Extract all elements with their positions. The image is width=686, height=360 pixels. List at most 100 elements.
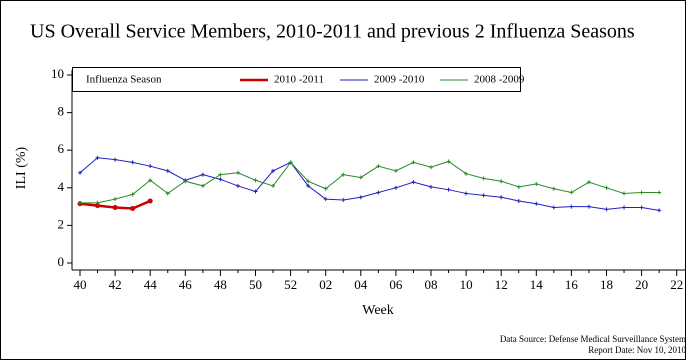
- marker: [147, 198, 153, 204]
- legend-label: 2008 -2009: [474, 74, 525, 86]
- marker: [393, 168, 398, 173]
- legend-label: 2009 -2010: [374, 74, 425, 86]
- marker: [481, 193, 486, 198]
- x-tick-label: 44: [144, 277, 158, 292]
- x-tick-label: 52: [284, 277, 297, 292]
- marker: [586, 180, 591, 185]
- y-tick-label: 4: [58, 179, 65, 194]
- x-tick-label: 20: [635, 277, 648, 292]
- marker: [604, 207, 609, 212]
- x-tick-label: 48: [214, 277, 227, 292]
- legend-title: Influenza Season: [86, 74, 162, 86]
- y-tick-label: 0: [58, 254, 65, 269]
- marker: [393, 185, 398, 190]
- marker: [323, 197, 328, 202]
- marker: [288, 160, 293, 165]
- marker: [165, 191, 170, 196]
- marker: [78, 170, 82, 175]
- marker: [95, 155, 100, 160]
- marker: [323, 186, 328, 191]
- marker: [341, 172, 346, 177]
- marker: [622, 205, 627, 210]
- marker: [95, 203, 101, 209]
- marker: [551, 186, 556, 191]
- marker: [218, 172, 223, 177]
- marker: [113, 157, 118, 162]
- chart-title: US Overall Service Members, 2010-2011 an…: [30, 21, 635, 43]
- legend-label: 2010 -2011: [274, 74, 324, 86]
- marker: [271, 168, 276, 173]
- marker: [534, 201, 539, 206]
- marker: [253, 178, 258, 183]
- x-tick-label: 22: [670, 277, 683, 292]
- marker: [429, 184, 433, 189]
- marker: [499, 179, 504, 184]
- marker: [130, 192, 135, 197]
- marker: [148, 164, 153, 169]
- marker: [481, 176, 486, 181]
- marker: [376, 164, 381, 169]
- marker: [306, 183, 311, 188]
- marker: [306, 179, 311, 184]
- marker: [499, 195, 504, 200]
- x-tick-label: 12: [495, 277, 508, 292]
- source-note: Data Source: Defense Medical Surveillanc…: [500, 334, 686, 344]
- marker: [235, 183, 240, 188]
- marker: [429, 165, 433, 170]
- marker: [551, 205, 556, 210]
- marker: [341, 198, 346, 203]
- marker: [639, 205, 644, 210]
- marker: [657, 208, 662, 213]
- marker: [569, 190, 574, 195]
- y-tick-label: 2: [58, 216, 65, 231]
- y-axis-label: ILI (%): [14, 146, 29, 189]
- x-tick-label: 46: [179, 277, 193, 292]
- marker: [516, 198, 521, 203]
- marker: [218, 177, 223, 182]
- marker: [657, 190, 662, 195]
- x-axis-label: Week: [362, 303, 394, 318]
- marker: [604, 185, 609, 190]
- marker: [586, 204, 591, 209]
- marker: [358, 195, 363, 200]
- y-tick-label: 8: [58, 104, 65, 119]
- series-line: [79, 157, 660, 211]
- marker: [411, 160, 416, 165]
- x-tick-label: 16: [565, 277, 579, 292]
- x-tick-label: 18: [600, 277, 613, 292]
- marker: [200, 172, 205, 177]
- marker: [95, 200, 100, 205]
- x-tick-label: 04: [354, 277, 368, 292]
- marker: [446, 159, 451, 164]
- report-date: Report Date: Nov 10, 2010: [588, 345, 686, 355]
- marker: [78, 200, 82, 205]
- x-tick-label: 50: [249, 277, 262, 292]
- x-tick-label: 42: [109, 277, 122, 292]
- marker: [130, 160, 135, 165]
- marker: [130, 205, 136, 211]
- x-tick-label: 10: [460, 277, 473, 292]
- marker: [639, 190, 644, 195]
- marker: [622, 191, 627, 196]
- marker: [200, 183, 205, 188]
- y-tick-label: 6: [58, 141, 65, 156]
- x-tick-label: 08: [425, 277, 438, 292]
- marker: [376, 190, 381, 195]
- marker: [516, 184, 521, 189]
- x-tick-label: 06: [389, 277, 403, 292]
- marker: [569, 204, 574, 209]
- marker: [271, 183, 276, 188]
- marker: [253, 189, 258, 194]
- marker: [446, 187, 451, 192]
- series-line: [80, 160, 660, 204]
- marker: [534, 182, 539, 187]
- marker: [358, 175, 363, 180]
- marker: [165, 168, 170, 173]
- marker: [183, 179, 188, 184]
- x-tick-label: 02: [319, 277, 332, 292]
- marker: [411, 180, 416, 185]
- marker: [464, 171, 469, 176]
- marker: [113, 197, 118, 202]
